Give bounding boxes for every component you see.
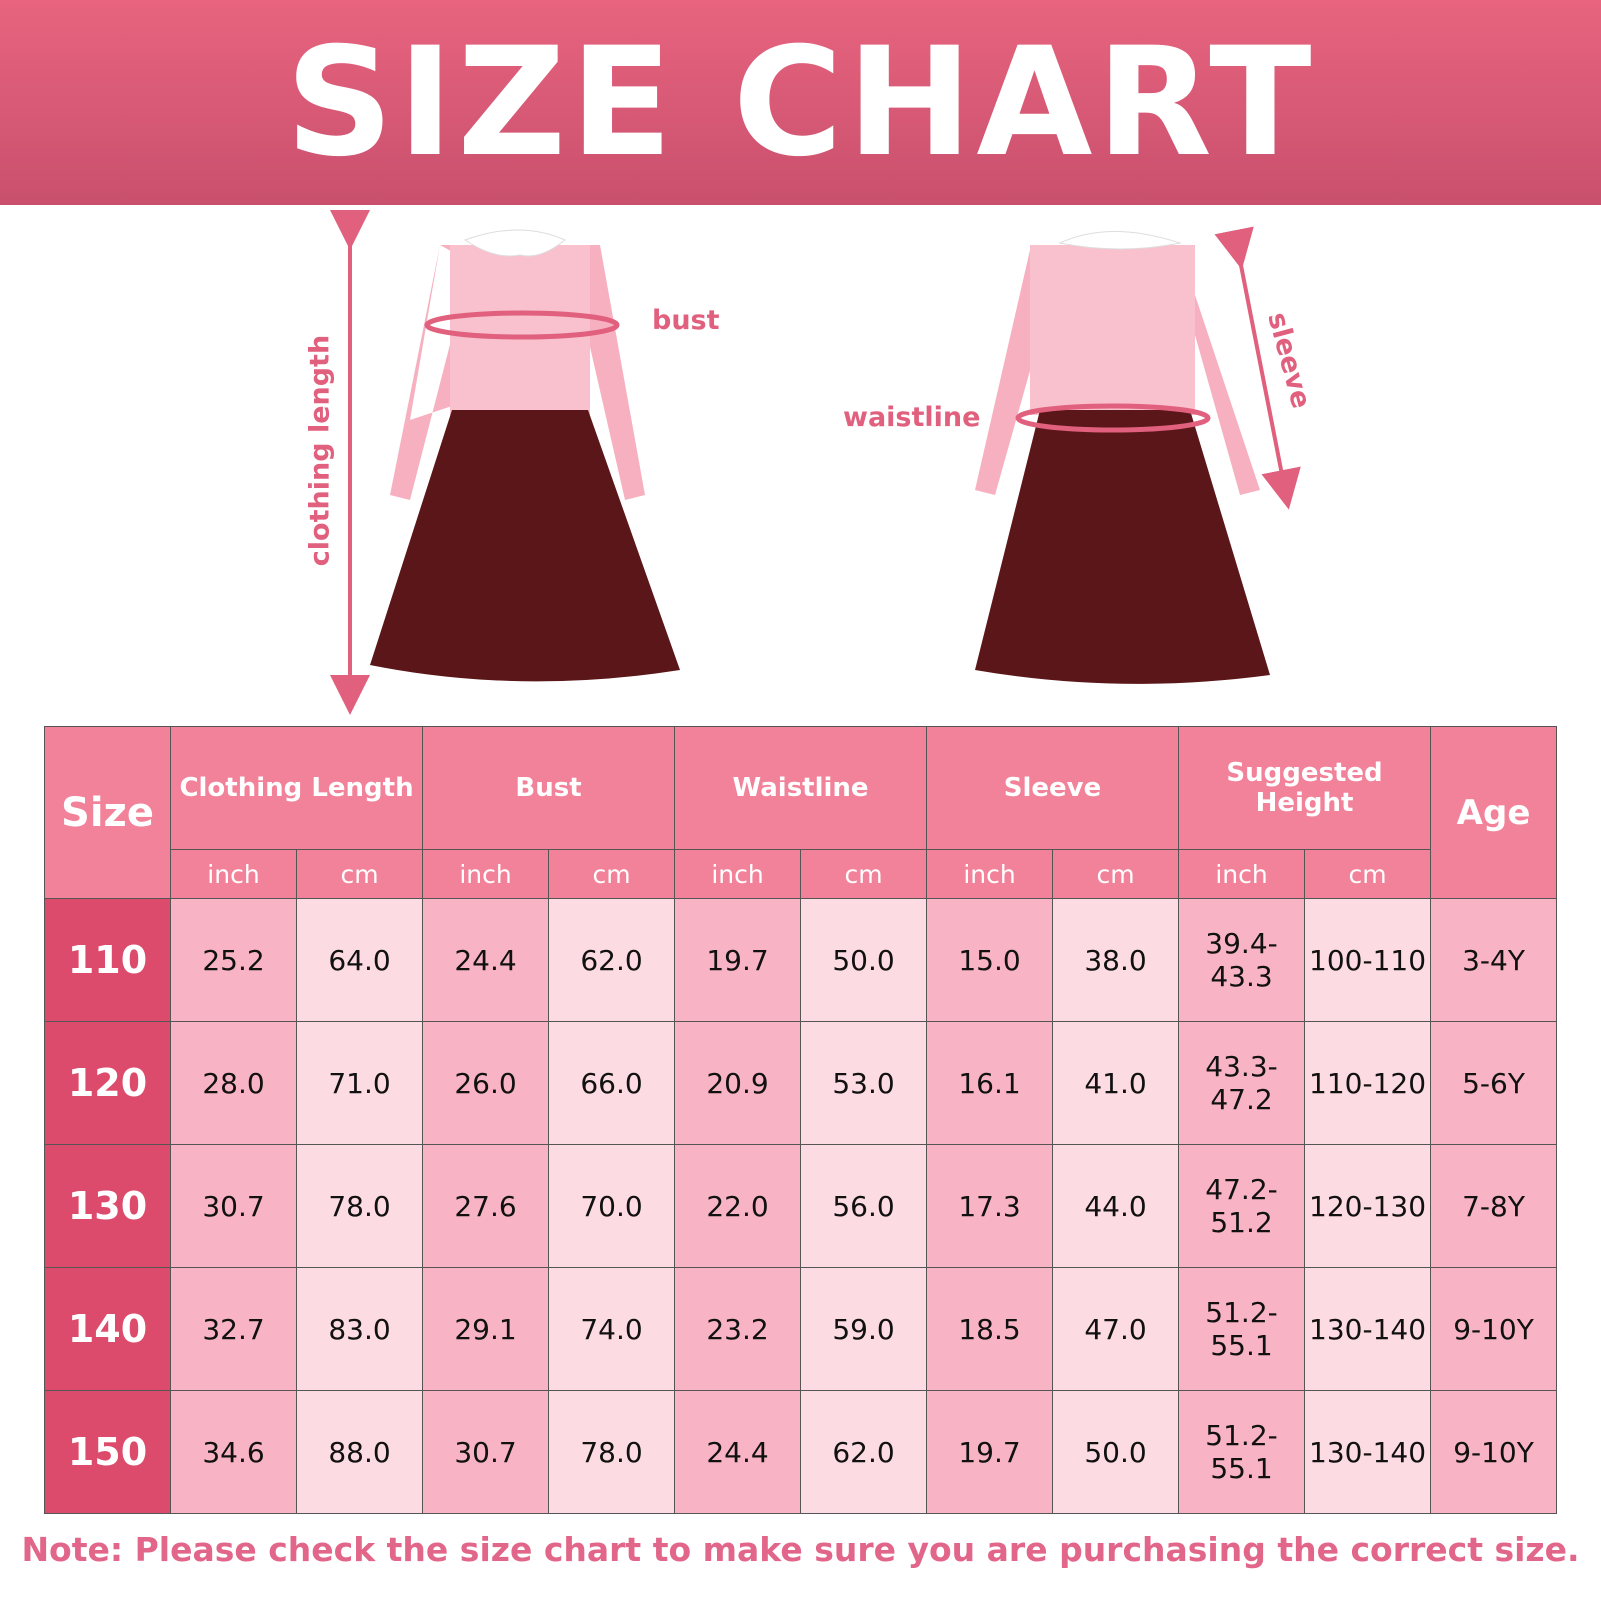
- unit-header: inch: [1178, 849, 1306, 899]
- value-cell: 47.2-51.2: [1178, 1144, 1306, 1268]
- value-cell: 18.5: [926, 1267, 1054, 1391]
- value-cell: 78.0: [548, 1390, 676, 1514]
- unit-header: cm: [1052, 849, 1180, 899]
- note-text: Note: Please check the size chart to mak…: [21, 1530, 1580, 1569]
- value-cell: 44.0: [1052, 1144, 1180, 1268]
- value-cell: 27.6: [422, 1144, 550, 1268]
- value-cell: 43.3-47.2: [1178, 1021, 1306, 1145]
- unit-header: inch: [674, 849, 802, 899]
- title-banner: SIZE CHART: [0, 0, 1601, 205]
- group-header: Suggested Height: [1178, 726, 1432, 850]
- value-cell: 47.0: [1052, 1267, 1180, 1391]
- value-cell: 64.0: [295, 898, 424, 1022]
- waistline-measure-ring: [1015, 403, 1211, 433]
- value-cell: 32.7: [170, 1267, 297, 1391]
- back-dress-image: [975, 231, 1270, 684]
- sleeve-arrow: [1214, 226, 1301, 510]
- dress-illustrations: clothing length bust waistline sleeve: [0, 205, 1601, 725]
- value-cell: 100-110: [1304, 898, 1432, 1022]
- group-header: Bust: [422, 726, 676, 850]
- value-cell: 70.0: [548, 1144, 676, 1268]
- value-cell: 39.4-43.3: [1178, 898, 1306, 1022]
- value-cell: 120-130: [1304, 1144, 1432, 1268]
- size-cell: 110: [44, 898, 171, 1022]
- table-row: 110 25.2 64.0 24.4 62.0 19.7 50.0 15.0 38.0 39.4-…: [44, 898, 1601, 1022]
- unit-header: inch: [170, 849, 297, 899]
- value-cell: 28.0: [170, 1021, 297, 1145]
- value-cell: 59.0: [800, 1267, 928, 1391]
- value-cell: 78.0: [295, 1144, 424, 1268]
- age-cell: 7-8Y: [1430, 1144, 1558, 1268]
- value-cell: 15.0: [926, 898, 1054, 1022]
- value-cell: 51.2-55.1: [1178, 1267, 1306, 1391]
- unit-header: inch: [422, 849, 550, 899]
- front-dress-image: [370, 229, 680, 682]
- waistline-label: waistline: [843, 402, 981, 433]
- value-cell: 17.3: [926, 1144, 1054, 1268]
- value-cell: 51.2-55.1: [1178, 1390, 1306, 1514]
- table-row: 140 32.7 83.0 29.1 74.0 23.2 59.0 18.5 47.0 51.2-…: [44, 1267, 1601, 1391]
- value-cell: 19.7: [674, 898, 802, 1022]
- value-cell: 53.0: [800, 1021, 928, 1145]
- value-cell: 23.2: [674, 1267, 802, 1391]
- age-cell: 3-4Y: [1430, 898, 1558, 1022]
- unit-header: inch: [926, 849, 1054, 899]
- value-cell: 24.4: [674, 1390, 802, 1514]
- age-cell: 9-10Y: [1430, 1267, 1558, 1391]
- size-cell: 140: [44, 1267, 171, 1391]
- value-cell: 24.4: [422, 898, 550, 1022]
- value-cell: 56.0: [800, 1144, 928, 1268]
- value-cell: 29.1: [422, 1267, 550, 1391]
- value-cell: 16.1: [926, 1021, 1054, 1145]
- value-cell: 74.0: [548, 1267, 676, 1391]
- value-cell: 30.7: [422, 1390, 550, 1514]
- age-cell: 9-10Y: [1430, 1390, 1558, 1514]
- size-cell: 120: [44, 1021, 171, 1145]
- value-cell: 50.0: [1052, 1390, 1180, 1514]
- value-cell: 62.0: [548, 898, 676, 1022]
- unit-header: cm: [548, 849, 676, 899]
- value-cell: 20.9: [674, 1021, 802, 1145]
- value-cell: 66.0: [548, 1021, 676, 1145]
- bust-measure-ring: [424, 310, 620, 340]
- size-header: Size: [44, 726, 171, 899]
- value-cell: 26.0: [422, 1021, 550, 1145]
- value-cell: 30.7: [170, 1144, 297, 1268]
- unit-header: cm: [1304, 849, 1432, 899]
- value-cell: 41.0: [1052, 1021, 1180, 1145]
- group-header: Clothing Length: [169, 726, 424, 850]
- clothing-length-label: clothing length: [304, 334, 336, 567]
- group-header: Waistline: [674, 726, 928, 850]
- unit-header: cm: [800, 849, 928, 899]
- size-table: Size Clothing Length Bust Waistline Slee…: [44, 726, 1601, 1514]
- value-cell: 50.0: [800, 898, 928, 1022]
- group-header: Sleeve: [926, 726, 1180, 850]
- table-row: 150 34.6 88.0 30.7 78.0 24.4 62.0 19.7 50.0 51.2-…: [44, 1390, 1601, 1514]
- value-cell: 83.0: [295, 1267, 424, 1391]
- table-row: 120 28.0 71.0 26.0 66.0 20.9 53.0 16.1 41.0 43.3-…: [44, 1021, 1601, 1145]
- value-cell: 130-140: [1304, 1267, 1432, 1391]
- age-cell: 5-6Y: [1430, 1021, 1558, 1145]
- bust-label: bust: [652, 305, 720, 336]
- dress-images: [330, 210, 1301, 715]
- value-cell: 62.0: [800, 1390, 928, 1514]
- value-cell: 130-140: [1304, 1390, 1432, 1514]
- size-cell: 130: [44, 1144, 171, 1268]
- age-header: Age: [1430, 726, 1558, 899]
- unit-header: cm: [295, 849, 424, 899]
- value-cell: 110-120: [1304, 1021, 1432, 1145]
- size-cell: 150: [44, 1390, 171, 1514]
- value-cell: 25.2: [170, 898, 297, 1022]
- value-cell: 34.6: [170, 1390, 297, 1514]
- value-cell: 19.7: [926, 1390, 1054, 1514]
- table-row: 130 30.7 78.0 27.6 70.0 22.0 56.0 17.3 44.0 47.2-…: [44, 1144, 1601, 1268]
- value-cell: 88.0: [295, 1390, 424, 1514]
- value-cell: 38.0: [1052, 898, 1180, 1022]
- value-cell: 22.0: [674, 1144, 802, 1268]
- value-cell: 71.0: [295, 1021, 424, 1145]
- page-title: SIZE CHART: [285, 15, 1316, 190]
